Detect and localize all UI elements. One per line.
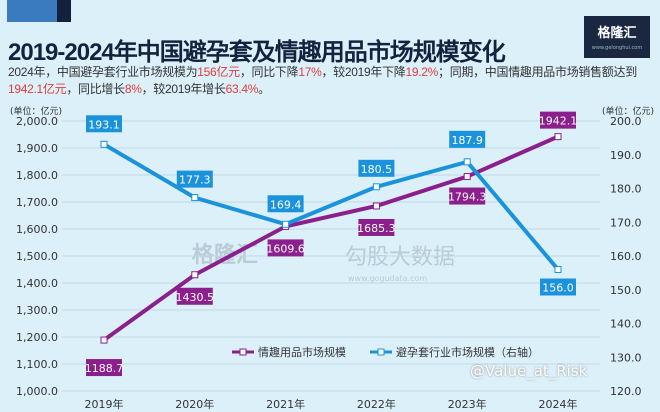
y-right-tick-label: 180.0: [610, 183, 642, 196]
y-right-tick-label: 120.0: [610, 385, 642, 398]
data-point-marker: [100, 140, 108, 148]
x-tick-label: 2023年: [448, 397, 487, 411]
series-line: [102, 134, 559, 342]
data-label: 193.1: [88, 118, 120, 131]
data-label: 1609.6: [266, 242, 305, 255]
series-line: [102, 142, 560, 271]
data-label: 1942.1: [539, 115, 578, 128]
gelonghui-logo: 格隆汇 www.gelonghui.com: [584, 16, 650, 58]
data-point-marker: [100, 336, 108, 344]
data-point-marker: [554, 266, 562, 273]
data-point-marker: [191, 271, 199, 279]
chart-subtitle: 2024年，中国避孕套行业市场规模为156亿元，同比下降17%，较2019年下降…: [8, 65, 637, 96]
data-label-box: [358, 159, 395, 177]
watermark-gogudata: 勾股大数据: [345, 245, 455, 270]
y-left-tick-label: 1,800.0: [16, 169, 58, 182]
data-point-marker: [282, 220, 290, 228]
watermark-url: www.gogudata.com: [348, 274, 427, 283]
data-point-marker: [463, 173, 471, 181]
data-label-box: [267, 195, 304, 213]
decor-block: [7, 0, 57, 22]
data-label-box: [449, 130, 486, 148]
data-label: 1685.3: [357, 222, 396, 235]
legend-marker: [239, 348, 247, 356]
data-label: 187.9: [451, 134, 483, 147]
weibo-watermark: @Value_at_Risk: [470, 362, 588, 380]
y-left-tick-label: 1,900.0: [16, 142, 58, 155]
y-right-tick-label: 160.0: [610, 250, 642, 263]
y-right-tick-label: 140.0: [610, 318, 642, 331]
y-left-tick-label: 1,100.0: [16, 358, 58, 371]
data-point-marker: [554, 133, 562, 141]
data-point-marker: [191, 194, 199, 202]
decor-block-dark: [57, 0, 71, 22]
x-tick-label: 2022年: [357, 397, 396, 411]
data-point-marker: [463, 158, 471, 166]
data-label: 1188.7: [85, 362, 124, 375]
data-label-box: [267, 239, 304, 257]
y-right-tick-label: 130.0: [610, 351, 642, 364]
y-right-tick-label: 200.0: [610, 115, 642, 128]
data-label: 1794.3: [448, 191, 487, 204]
left-axis-unit: (单位：亿元): [10, 107, 63, 117]
data-label: 1430.5: [176, 291, 215, 304]
data-point-marker: [372, 202, 380, 210]
y-left-tick-label: 1,500.0: [16, 250, 58, 263]
y-right-tick-label: 150.0: [610, 284, 642, 297]
y-left-tick-label: 1,000.0: [16, 385, 58, 398]
y-right-tick-label: 190.0: [610, 149, 642, 162]
y-left-tick-label: 1,600.0: [16, 223, 58, 236]
legend-label: 情趣用品市场规模: [258, 345, 346, 359]
data-label-box: [540, 278, 576, 296]
data-label-box: [449, 187, 486, 205]
x-tick-label: 2020年: [175, 397, 214, 411]
chart-title: 2019-2024年中国避孕套及情趣用品市场规模变化: [8, 39, 506, 66]
y-left-tick-label: 2,000.0: [16, 115, 58, 128]
data-label-box: [86, 359, 122, 377]
data-label-box: [176, 170, 213, 188]
data-label: 180.5: [361, 163, 393, 176]
data-label: 169.4: [270, 198, 302, 211]
legend-label: 避孕套行业市场规模（右轴）: [396, 345, 539, 359]
y-right-tick-label: 170.0: [610, 216, 642, 229]
x-tick-label: 2024年: [539, 397, 578, 411]
y-left-tick-label: 1,400.0: [16, 277, 58, 290]
y-left-tick-label: 1,200.0: [16, 331, 58, 344]
y-left-tick-label: 1,300.0: [16, 304, 58, 317]
data-label: 156.0: [542, 282, 574, 295]
data-label-box: [176, 287, 213, 305]
right-axis-unit: (单位：亿元): [602, 107, 655, 117]
data-label-box: [358, 218, 395, 236]
data-label: 177.3: [179, 174, 211, 187]
data-label-box: [540, 111, 576, 129]
data-point-marker: [372, 183, 380, 191]
data-label-box: [86, 115, 122, 133]
x-tick-label: 2021年: [266, 397, 305, 411]
x-tick-label: 2019年: [85, 397, 124, 411]
legend-marker: [377, 348, 385, 356]
y-left-tick-label: 1,700.0: [16, 196, 58, 209]
